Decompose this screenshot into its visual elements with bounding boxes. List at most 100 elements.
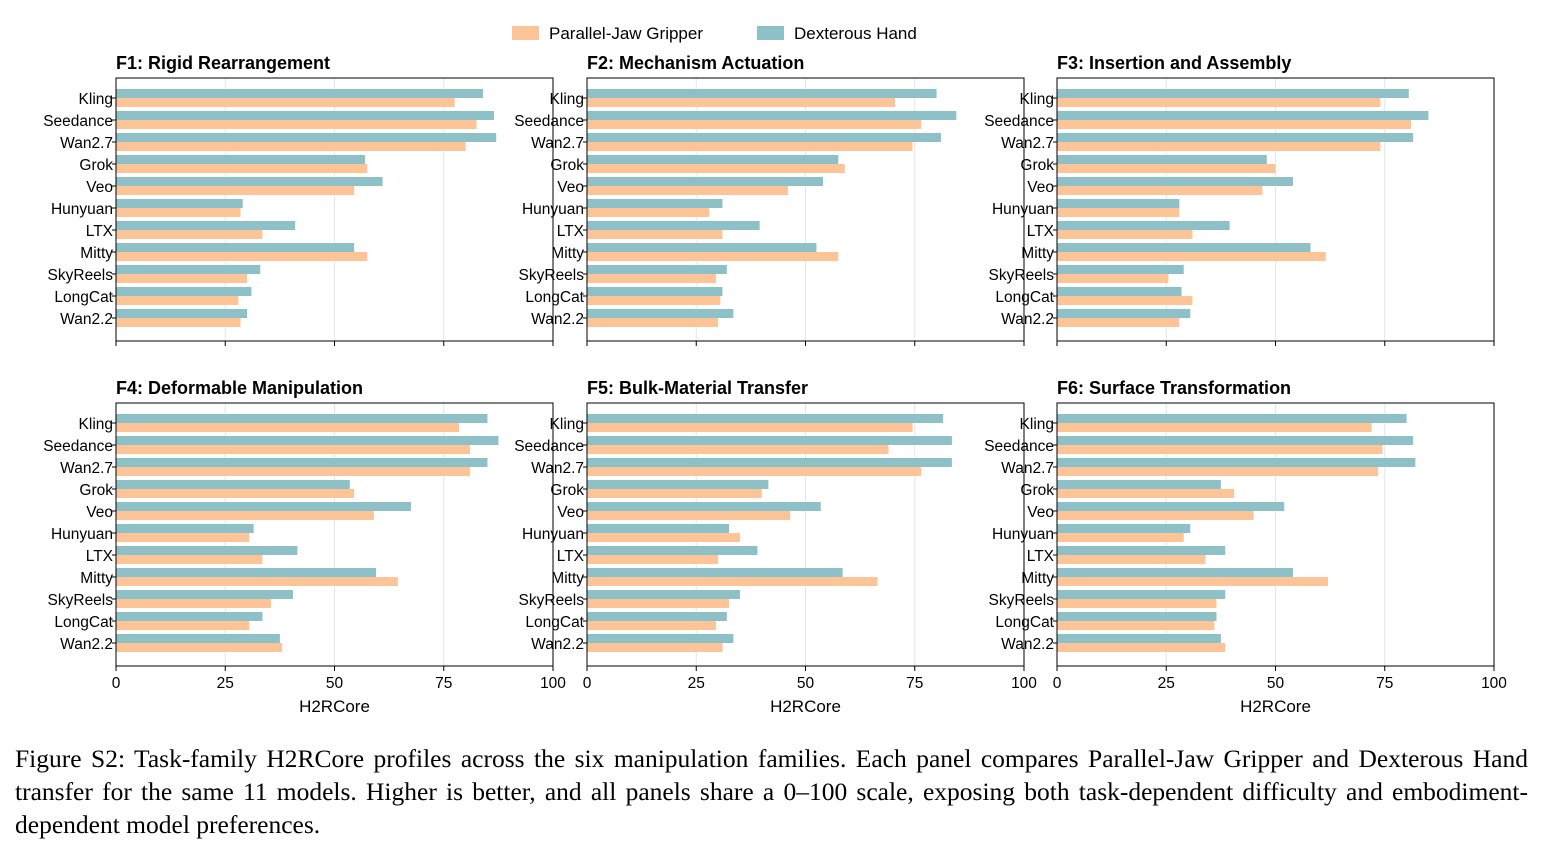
panel-1-bar-hand-wan27	[116, 133, 497, 142]
panel-1-bar-gripper-veo	[116, 186, 355, 195]
panel-5-xtick-label: 100	[1011, 675, 1037, 692]
panel-4-bar-gripper-ltx	[116, 555, 263, 564]
panel-4-category-label: Veo	[86, 504, 113, 521]
panel-5-category-label: LongCat	[525, 614, 584, 631]
panel-3-bar-hand-skyreels	[1057, 265, 1184, 274]
panel-1-bar-gripper-seedance	[116, 120, 477, 129]
panel-4-category-label: Wan2.2	[60, 636, 113, 653]
panel-4-xtick-label: 25	[217, 675, 234, 692]
panel-2-category-label: Seedance	[514, 113, 584, 130]
panel-6-category-label: SkyReels	[989, 592, 1055, 609]
panel-2-category-label: LTX	[557, 223, 585, 240]
panel-6-bar-gripper-ltx	[1057, 555, 1206, 564]
panel-5-bar-gripper-veo	[587, 511, 791, 520]
panel-5-title: F5: Bulk-Material Transfer	[587, 378, 808, 398]
panel-2-category-label: LongCat	[525, 289, 584, 306]
panel-4-bar-gripper-kling	[116, 423, 460, 432]
panel-3-bar-gripper-skyreels	[1057, 274, 1169, 283]
panel-1-bar-hand-ltx	[116, 221, 296, 230]
panel-2-bar-hand-longcat	[587, 287, 723, 296]
panel-5-bar-gripper-seedance	[587, 445, 889, 454]
panel-3-bar-gripper-ltx	[1057, 230, 1193, 239]
panel-4-xtick-label: 0	[112, 675, 121, 692]
panel-5-bar-gripper-hunyuan	[587, 533, 740, 542]
panel-5-category-label: Kling	[550, 416, 584, 433]
panel-5-category-label: SkyReels	[519, 592, 585, 609]
panel-1-bar-hand-grok	[116, 155, 366, 164]
panel-5-xtick-label: 0	[583, 675, 592, 692]
panel-1-category-label: Mitty	[80, 245, 113, 262]
panel-4-category-label: Mitty	[80, 570, 113, 587]
panel-6-bar-hand-longcat	[1057, 612, 1217, 621]
panel-1-category-label: Hunyuan	[51, 201, 113, 218]
panel-1-bar-gripper-skyreels	[116, 274, 248, 283]
panel-3-category-label: Seedance	[984, 113, 1054, 130]
panel-2-category-label: Mitty	[551, 245, 584, 262]
panel-5-bar-hand-kling	[587, 414, 944, 423]
panel-2-bar-hand-veo	[587, 177, 823, 186]
figure-caption: Figure S2: Task-family H2RCore profiles …	[15, 744, 1528, 839]
panel-5-bar-hand-wan22	[587, 634, 734, 643]
panel-2-bar-gripper-wan27	[587, 142, 913, 151]
panel-5-xtick-label: 25	[688, 675, 705, 692]
panel-6-bar-gripper-wan22	[1057, 643, 1226, 652]
panel-2-bar-gripper-mitty	[587, 252, 839, 261]
panel-5-bar-gripper-wan27	[587, 467, 922, 476]
panel-5-bar-hand-hunyuan	[587, 524, 730, 533]
panel-2-bar-gripper-longcat	[587, 296, 721, 305]
panel-3-bar-hand-mitty	[1057, 243, 1311, 252]
panel-5-xlabel: H2RCore	[770, 697, 841, 716]
panel-4-xtick-label: 75	[435, 675, 452, 692]
figure-chart: Parallel-Jaw Gripper Dexterous Hand F1: Ri…	[43, 24, 1507, 716]
panel-4-bar-hand-veo	[116, 502, 411, 511]
panel-2-category-label: Hunyuan	[522, 201, 584, 218]
panel-6-category-label: Grok	[1020, 482, 1054, 499]
panel-5-bar-gripper-wan22	[587, 643, 723, 652]
panel-3-bar-hand-wan27	[1057, 133, 1414, 142]
panel-4-bar-hand-wan22	[116, 634, 280, 643]
panel-4-bar-gripper-hunyuan	[116, 533, 250, 542]
panel-3-bar-gripper-hunyuan	[1057, 208, 1180, 217]
panel-1-bar-gripper-ltx	[116, 230, 263, 239]
panel-2-bar-gripper-grok	[587, 164, 845, 173]
panel-5-bar-gripper-mitty	[587, 577, 878, 586]
panel-6-bar-gripper-kling	[1057, 423, 1372, 432]
panel-3-bar-hand-seedance	[1057, 111, 1429, 120]
panel-5-bar-gripper-kling	[587, 423, 913, 432]
panel-1-bar-gripper-wan27	[116, 142, 466, 151]
panel-3-bar-hand-kling	[1057, 89, 1409, 98]
panel-6-bar-hand-seedance	[1057, 436, 1414, 445]
panel-2-bar-hand-hunyuan	[587, 199, 723, 208]
panel-4-bar-gripper-longcat	[116, 621, 250, 630]
panel-1-bar-hand-hunyuan	[116, 199, 243, 208]
panel-6-xlabel: H2RCore	[1240, 697, 1311, 716]
panel-2-bar-hand-wan27	[587, 133, 941, 142]
panel-2-category-label: Grok	[550, 157, 584, 174]
panel-4-category-label: LongCat	[54, 614, 113, 631]
panel-6-category-label: Kling	[1020, 416, 1054, 433]
panel-1-category-label: Seedance	[43, 113, 113, 130]
panel-2-bar-gripper-kling	[587, 98, 896, 107]
panel-6-xtick-label: 50	[1267, 675, 1285, 692]
panel-6-bar-hand-mitty	[1057, 568, 1293, 577]
panel-1-category-label: LTX	[86, 223, 114, 240]
panel-4-title: F4: Deformable Manipulation	[116, 378, 363, 398]
panel-1-bar-hand-mitty	[116, 243, 355, 252]
panel-6-bar-hand-ltx	[1057, 546, 1226, 555]
panel-4-bar-hand-grok	[116, 480, 350, 489]
panel-4-bar-hand-longcat	[116, 612, 263, 621]
panel-2-bar-hand-grok	[587, 155, 839, 164]
panel-3-bar-gripper-wan22	[1057, 318, 1180, 327]
panel-6-bar-hand-wan27	[1057, 458, 1416, 467]
panel-6-title: F6: Surface Transformation	[1057, 378, 1291, 398]
panel-4-bar-hand-hunyuan	[116, 524, 254, 533]
panel-2-bar-gripper-ltx	[587, 230, 723, 239]
panel-6-bar-gripper-grok	[1057, 489, 1234, 498]
panel-6-bar-gripper-longcat	[1057, 621, 1215, 630]
panel-1-bar-hand-seedance	[116, 111, 495, 120]
panel-6-xtick-label: 25	[1158, 675, 1175, 692]
panel-1-category-label: Grok	[79, 157, 113, 174]
panel-1-bar-gripper-longcat	[116, 296, 239, 305]
panel-1-category-label: Veo	[86, 179, 113, 196]
panel-5-xtick-label: 50	[797, 675, 815, 692]
